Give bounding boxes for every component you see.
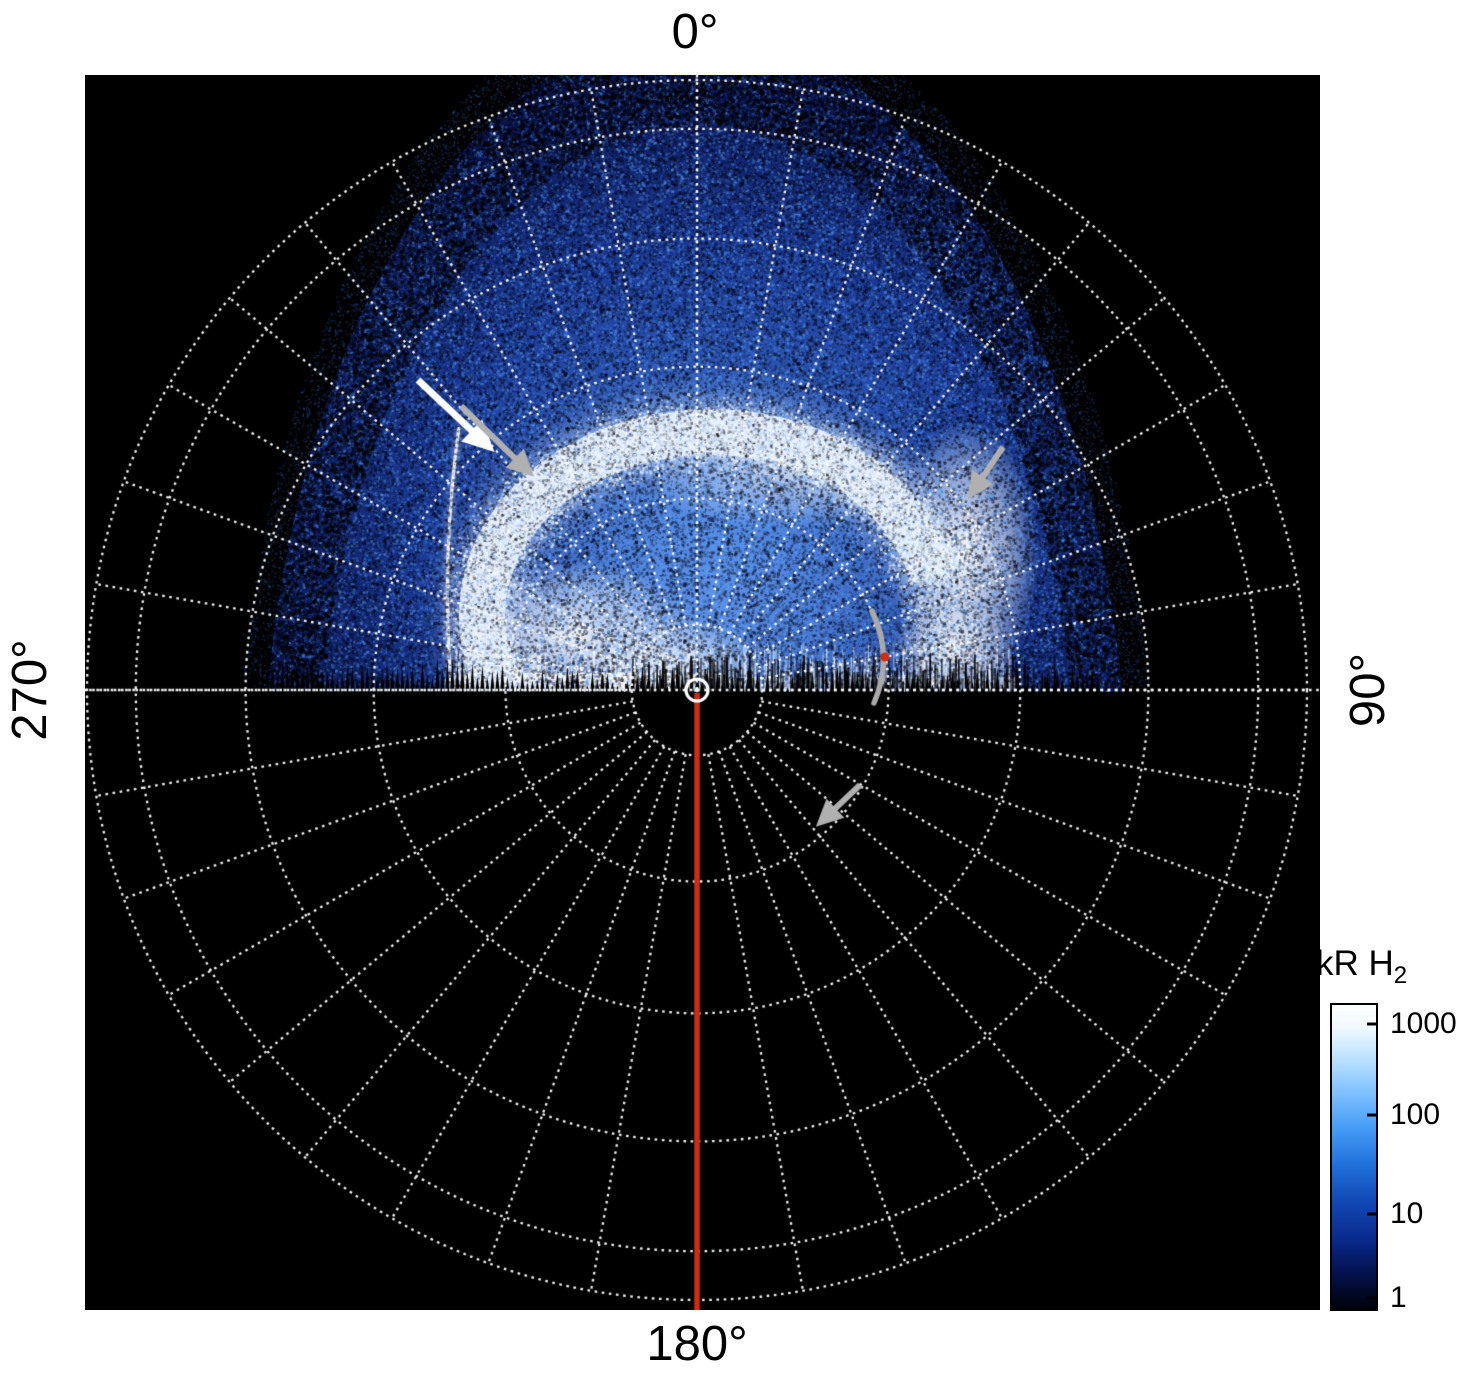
- angle-label-180: 180°: [646, 1317, 748, 1371]
- colorbar-title: kR H2: [1316, 944, 1407, 990]
- angle-label-270: 270°: [3, 639, 57, 741]
- colorbar: 1000 100 10 1: [1330, 1003, 1457, 1314]
- colorbar-tickmark: [1367, 1022, 1376, 1026]
- colorbar-tick-10: 10: [1390, 1197, 1424, 1230]
- colorbar-gradient: [1332, 1005, 1376, 1309]
- colorbar-tickmark: [1367, 1296, 1376, 1300]
- colorbar-tick-1000: 1000: [1390, 1007, 1457, 1040]
- aurora-image: [85, 75, 1320, 1310]
- colorbar-tickmark: [1367, 1212, 1376, 1216]
- colorbar-title-main: kR H: [1316, 944, 1394, 983]
- colorbar-tick-100: 100: [1390, 1098, 1441, 1131]
- angle-label-0: 0°: [671, 5, 719, 59]
- colorbar-title-sub: 2: [1393, 962, 1408, 989]
- angle-label-90: 90°: [1341, 652, 1395, 728]
- colorbar-tickmark: [1367, 1113, 1376, 1117]
- colorbar-tick-1: 1: [1390, 1281, 1407, 1314]
